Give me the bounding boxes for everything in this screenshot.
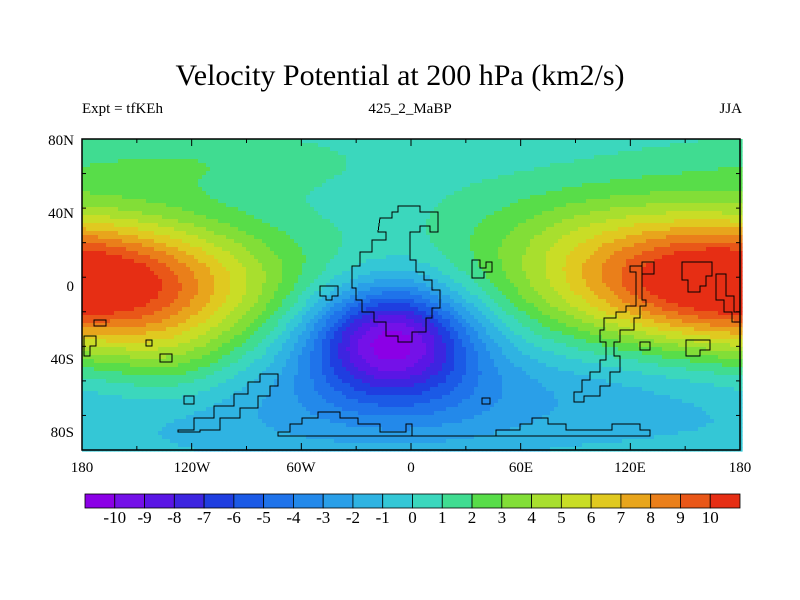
lat-tick-label: 40S (50, 352, 74, 368)
colorbar-label: 9 (676, 508, 685, 527)
lon-tick-label: 120E (614, 460, 646, 476)
lon-tick-label: 180 (70, 460, 94, 476)
colorbar-label: 8 (646, 508, 655, 527)
colorbar-label: 6 (586, 508, 596, 527)
coastline-east-pacific-islands (83, 335, 97, 357)
coastline-south-pacific-islands (685, 339, 711, 357)
run-label: 425_2_MaBP (368, 101, 452, 117)
colorbar-label: -1 (375, 508, 390, 527)
coastline-south-america (319, 285, 339, 301)
colorbar-label: -7 (196, 508, 212, 527)
lat-tick-label: 80S (50, 425, 74, 441)
lat-tick-label: 40N (48, 206, 74, 222)
colorbar-label: -3 (316, 508, 331, 527)
coastline-small-island-c (159, 353, 173, 363)
coastline-small-island-g (639, 341, 651, 351)
coastline-maritime-continent (681, 261, 713, 293)
lat-tick-label: 0 (66, 279, 75, 295)
colorbar-label: 3 (497, 508, 507, 527)
coastline-small-island-d (183, 395, 195, 405)
coastline-antarctic-ridge-1 (277, 411, 651, 437)
colorbar-label: -4 (286, 508, 301, 527)
colorbar-label: -5 (256, 508, 271, 527)
coastline-north-africa-arabia (351, 205, 441, 343)
colorbar-label: -6 (226, 508, 241, 527)
colorbar-label: -9 (137, 508, 152, 527)
coastline-small-island-b (145, 339, 153, 347)
colorbar-label: 10 (701, 508, 719, 527)
plot-title: Velocity Potential at 200 hPa (km2/s) (175, 59, 625, 92)
lon-tick-label: 0 (407, 460, 415, 476)
colorbar-label: 1 (438, 508, 447, 527)
lon-tick-label: 60E (508, 460, 534, 476)
season-label: JJA (719, 101, 742, 117)
coastline-west-south-america (177, 373, 279, 433)
coastlines (83, 205, 741, 437)
colorbar-label: 7 (616, 508, 626, 527)
lon-tick-label: 60W (286, 460, 316, 476)
colorbar-label: 4 (527, 508, 536, 527)
coastline-small-island-f (641, 261, 655, 275)
colorbar-label: -2 (345, 508, 361, 527)
coastline-small-island-a (93, 319, 107, 327)
axis-ticks (81, 138, 741, 451)
colorbar-label: 2 (467, 508, 477, 527)
colorbar-label: 5 (557, 508, 566, 527)
lat-tick-label: 80N (48, 133, 74, 149)
coastline-east-asia (471, 259, 493, 279)
contour-fill (82, 139, 743, 452)
coastline-australia (573, 265, 647, 403)
colorbar-label: -8 (167, 508, 182, 527)
experiment-label: Expt = tfKEh (82, 101, 163, 117)
coastline-small-island-e (481, 397, 491, 405)
colorbar-label: 0 (408, 508, 417, 527)
lon-tick-label: 180 (728, 460, 752, 476)
lon-tick-label: 120W (173, 460, 211, 476)
colorbar-label: -10 (103, 508, 127, 527)
